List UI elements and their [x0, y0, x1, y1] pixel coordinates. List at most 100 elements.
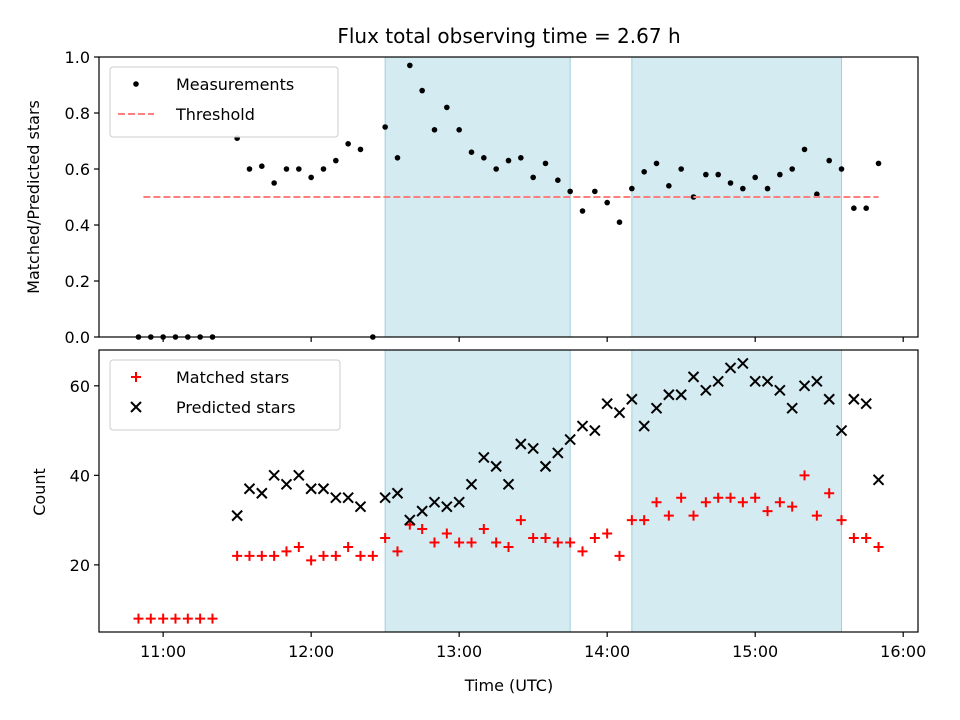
predicted-star-point — [539, 460, 552, 473]
predicted-star-point — [515, 438, 527, 450]
matched-star-point — [330, 550, 341, 561]
measurement-point — [431, 127, 438, 133]
bottom-y-tick-label: 60 — [70, 377, 90, 396]
matched-star-point — [232, 550, 243, 561]
predicted-star-point — [354, 500, 367, 513]
predicted-star-point — [428, 496, 441, 508]
bottom-legend-label: Predicted stars — [176, 398, 296, 417]
matched-star-point — [713, 492, 724, 503]
matched-star-point — [269, 550, 280, 561]
bottom-shaded-interval — [384, 349, 571, 633]
measurement-point — [357, 146, 364, 153]
matched-star-point — [244, 550, 255, 561]
top-y-tick-label: 0.8 — [65, 104, 90, 123]
matched-star-point — [688, 510, 699, 521]
predicted-star-point — [317, 483, 330, 495]
predicted-star-point — [342, 492, 354, 504]
matched-star-point — [787, 501, 798, 512]
matched-star-point — [503, 541, 514, 552]
predicted-star-point — [712, 375, 724, 388]
matched-star-point — [367, 550, 378, 561]
predicted-star-point — [663, 389, 675, 401]
measurement-point — [345, 141, 351, 147]
bottom-x-tick-label: 12:00 — [288, 642, 334, 661]
predicted-star-point — [478, 451, 490, 464]
predicted-star-point — [576, 420, 589, 432]
matched-star-point — [281, 546, 292, 557]
matched-star-point — [614, 550, 625, 561]
top-legend-label: Threshold — [175, 105, 255, 124]
matched-star-point — [639, 515, 650, 526]
measurement-point — [320, 166, 327, 172]
matched-star-point — [133, 613, 144, 624]
predicted-star-point — [786, 402, 798, 414]
measurement-point — [703, 171, 709, 178]
predicted-star-point — [243, 483, 256, 495]
predicted-star-point — [626, 393, 638, 405]
measurement-point — [296, 166, 302, 172]
bottom-y-tick-label: 20 — [70, 556, 90, 575]
top-y-tick-label: 0.4 — [65, 216, 90, 235]
matched-star-point — [811, 510, 822, 521]
measurement-point — [579, 208, 586, 214]
predicted-star-point — [650, 402, 663, 414]
measurement-point — [814, 191, 820, 197]
measurement-point — [752, 174, 758, 181]
matched-star-point — [577, 546, 588, 557]
x-axis-label: Time (UTC) — [464, 676, 553, 695]
predicted-star-point — [675, 389, 687, 401]
predicted-star-point — [416, 505, 428, 517]
predicted-star-point — [638, 420, 650, 432]
predicted-star-point — [330, 492, 342, 504]
measurement-point — [505, 157, 512, 164]
matched-star-point — [836, 515, 847, 526]
measurement-point — [838, 166, 845, 172]
matched-star-point — [454, 537, 465, 548]
matched-star-point — [195, 613, 206, 624]
predicted-star-point — [860, 398, 872, 410]
predicted-star-point — [601, 398, 613, 410]
matched-star-point — [861, 533, 872, 543]
measurement-point — [604, 199, 610, 206]
measurement-point — [382, 124, 388, 130]
measurement-point — [407, 62, 413, 69]
predicted-star-point — [256, 487, 268, 499]
measurement-point — [678, 166, 684, 172]
bottom-x-tick-label: 13:00 — [436, 642, 482, 661]
matched-star-point — [343, 541, 354, 552]
top-y-axis-label: Matched/Predicted stars — [24, 100, 43, 294]
top-y-tick-label: 1.0 — [65, 48, 90, 67]
measurement-point — [308, 174, 314, 181]
matched-star-point — [799, 470, 810, 481]
matched-star-point — [750, 492, 761, 503]
matched-star-point — [355, 550, 366, 561]
predicted-star-point — [552, 447, 564, 459]
measurement-point — [826, 157, 832, 164]
predicted-star-point — [848, 393, 860, 405]
measurement-point — [801, 146, 808, 153]
measurement-point — [518, 155, 524, 161]
predicted-star-point — [391, 487, 404, 499]
matched-star-point — [737, 497, 748, 508]
matched-star-point — [873, 541, 884, 552]
matched-star-point — [848, 533, 859, 543]
bottom-x-tick-label: 16:00 — [880, 642, 926, 661]
top-y-tick-label: 0.0 — [65, 328, 90, 347]
predicted-star-point — [823, 393, 835, 405]
bottom-y-tick-label: 40 — [70, 466, 90, 485]
measurement-point — [468, 149, 475, 155]
bottom-axes-frame — [98, 349, 919, 633]
matched-star-point — [626, 515, 637, 526]
top-y-tick-label: 0.2 — [65, 272, 90, 291]
measurement-point — [333, 157, 339, 164]
matched-star-point — [466, 537, 477, 548]
matched-star-point — [170, 613, 181, 624]
measurement-point — [789, 166, 795, 172]
predicted-star-point — [589, 424, 601, 437]
predicted-star-point — [700, 384, 712, 396]
measurement-point — [727, 180, 734, 186]
predicted-star-point — [613, 406, 626, 419]
legend-measurements-marker — [133, 81, 139, 87]
predicted-star-point — [231, 509, 243, 522]
top-legend-label: Measurements — [176, 75, 294, 94]
